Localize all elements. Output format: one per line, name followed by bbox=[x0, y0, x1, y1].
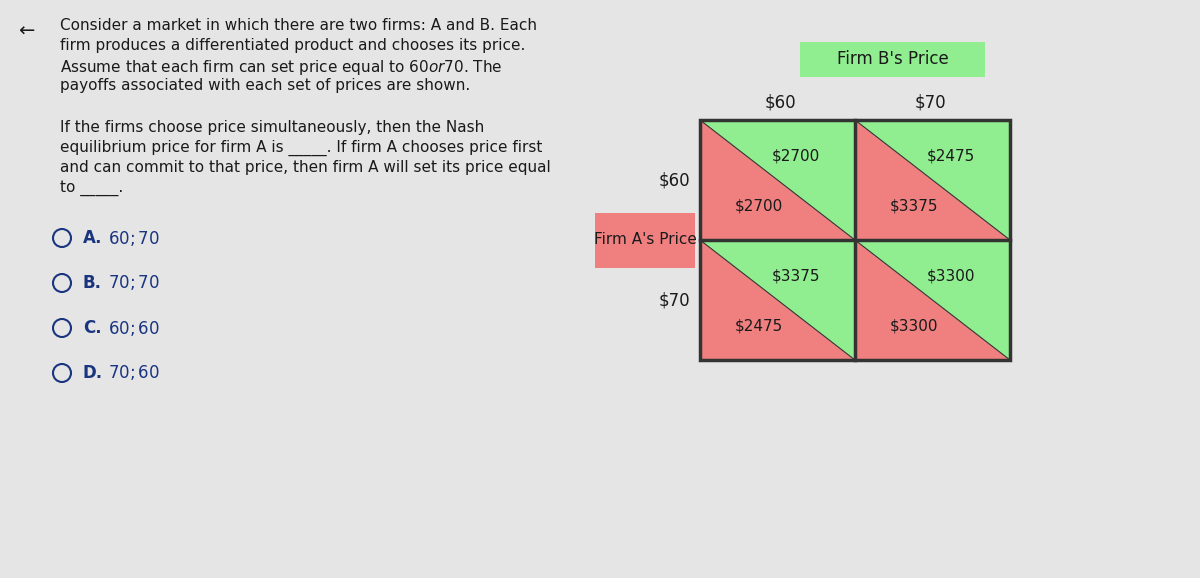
Text: If the firms choose price simultaneously, then the Nash: If the firms choose price simultaneously… bbox=[60, 120, 485, 135]
Text: and can commit to that price, then firm A will set its price equal: and can commit to that price, then firm … bbox=[60, 160, 551, 175]
Text: C.: C. bbox=[83, 319, 102, 337]
Text: $3300: $3300 bbox=[926, 269, 976, 283]
Polygon shape bbox=[854, 120, 1010, 240]
Text: $70: $70 bbox=[914, 93, 946, 111]
Text: equilibrium price for firm A is _____. If firm A chooses price first: equilibrium price for firm A is _____. I… bbox=[60, 140, 542, 156]
Polygon shape bbox=[854, 240, 1010, 360]
Text: $2700: $2700 bbox=[734, 199, 784, 214]
Text: payoffs associated with each set of prices are shown.: payoffs associated with each set of pric… bbox=[60, 78, 470, 93]
Text: $70; $70: $70; $70 bbox=[108, 273, 160, 292]
FancyBboxPatch shape bbox=[800, 42, 985, 77]
Polygon shape bbox=[700, 240, 854, 360]
Text: $60: $60 bbox=[764, 93, 796, 111]
Text: $60; $70: $60; $70 bbox=[108, 228, 160, 247]
Text: $60: $60 bbox=[659, 171, 690, 189]
Text: $70: $70 bbox=[659, 291, 690, 309]
Polygon shape bbox=[700, 240, 854, 360]
Text: Assume that each firm can set price equal to $60 or $70. The: Assume that each firm can set price equa… bbox=[60, 58, 503, 77]
Bar bbox=[700, 120, 1010, 360]
Text: $60; $60: $60; $60 bbox=[108, 318, 160, 338]
Text: to _____.: to _____. bbox=[60, 180, 124, 196]
Text: $3375: $3375 bbox=[889, 199, 938, 214]
Polygon shape bbox=[700, 120, 854, 240]
Text: B.: B. bbox=[83, 274, 102, 292]
Text: A.: A. bbox=[83, 229, 102, 247]
Polygon shape bbox=[854, 120, 1010, 240]
Polygon shape bbox=[700, 120, 854, 240]
Text: $2700: $2700 bbox=[772, 149, 821, 164]
Text: $2475: $2475 bbox=[734, 319, 784, 334]
Text: $3375: $3375 bbox=[772, 269, 821, 283]
Text: $3300: $3300 bbox=[889, 319, 938, 334]
Text: Firm B's Price: Firm B's Price bbox=[836, 50, 948, 69]
Text: $2475: $2475 bbox=[926, 149, 976, 164]
Text: D.: D. bbox=[83, 364, 103, 382]
Text: ←: ← bbox=[18, 22, 35, 41]
Text: Consider a market in which there are two firms: A and B. Each: Consider a market in which there are two… bbox=[60, 18, 538, 33]
FancyBboxPatch shape bbox=[595, 213, 695, 268]
Text: firm produces a differentiated product and chooses its price.: firm produces a differentiated product a… bbox=[60, 38, 526, 53]
Polygon shape bbox=[854, 240, 1010, 360]
Text: Firm A's Price: Firm A's Price bbox=[594, 232, 696, 247]
Text: $70; $60: $70; $60 bbox=[108, 364, 160, 383]
